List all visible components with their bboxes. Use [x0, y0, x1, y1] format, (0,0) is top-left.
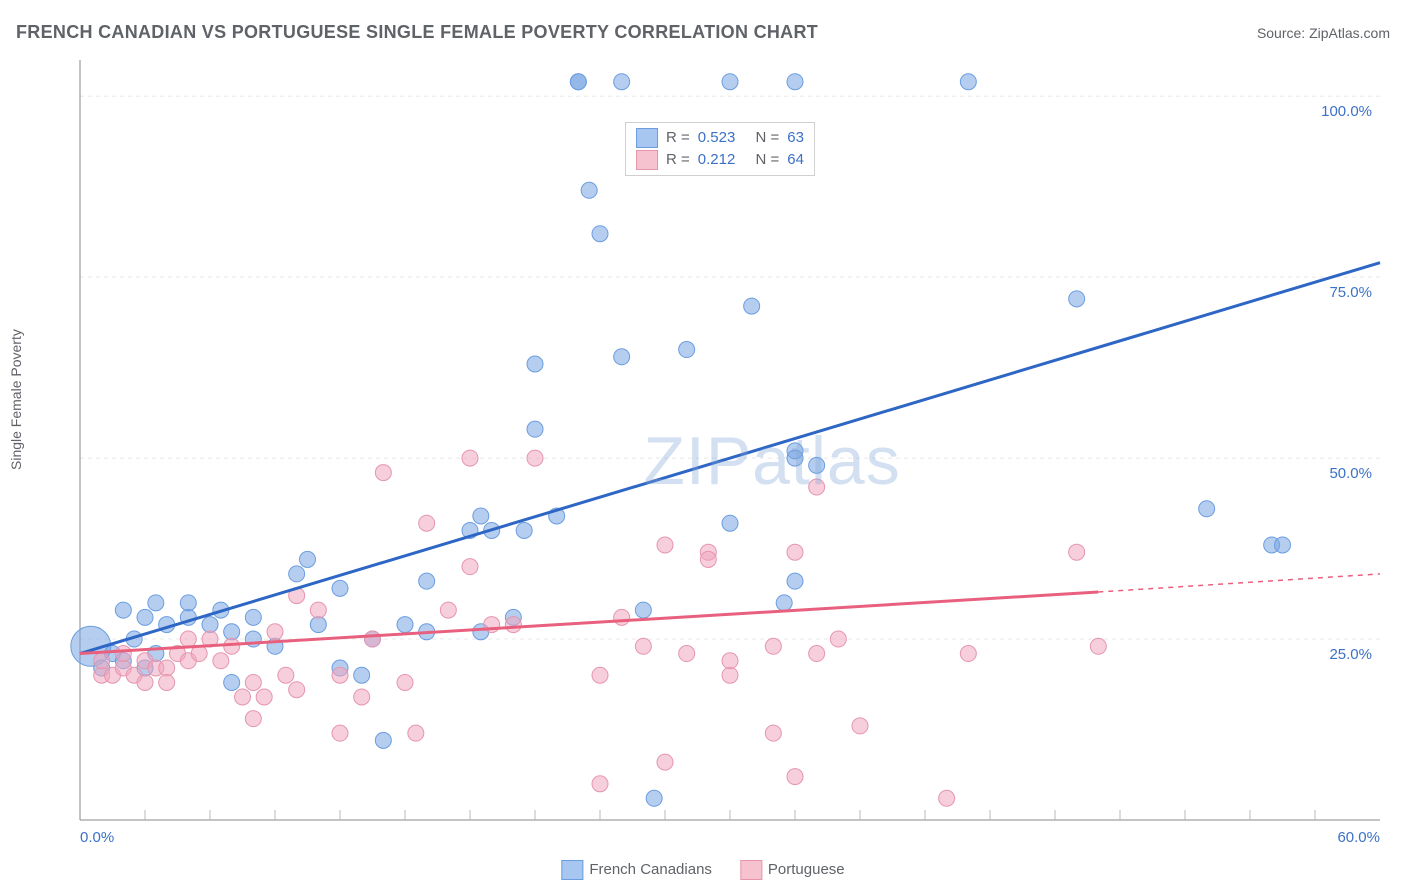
svg-text:100.0%: 100.0% [1321, 103, 1372, 120]
legend-row: R = 0.523 N = 63 [636, 127, 804, 149]
chart-svg: 25.0% 50.0% 75.0% 100.0% 0.0% 60.0% [50, 60, 1390, 850]
svg-text:0.0%: 0.0% [80, 829, 114, 846]
chart-header: FRENCH CANADIAN VS PORTUGUESE SINGLE FEM… [16, 22, 1390, 43]
correlation-legend: R = 0.523 N = 63 R = 0.212 N = 64 [625, 122, 815, 176]
svg-text:50.0%: 50.0% [1329, 465, 1372, 482]
svg-text:60.0%: 60.0% [1337, 829, 1380, 846]
legend-swatch [740, 860, 762, 880]
y-axis-label: Single Female Poverty [8, 329, 24, 470]
legend-item: Portuguese [740, 860, 845, 880]
series-legend: French Canadians Portuguese [561, 860, 844, 880]
legend-item: French Canadians [561, 860, 712, 880]
chart-title: FRENCH CANADIAN VS PORTUGUESE SINGLE FEM… [16, 22, 818, 43]
scatter-chart: 25.0% 50.0% 75.0% 100.0% 0.0% 60.0% R = 0.523… [50, 60, 1390, 850]
svg-text:75.0%: 75.0% [1329, 284, 1372, 301]
legend-swatch [561, 860, 583, 880]
legend-swatch [636, 150, 658, 170]
svg-text:25.0%: 25.0% [1329, 646, 1372, 663]
chart-source: Source: ZipAtlas.com [1257, 25, 1390, 41]
legend-swatch [636, 128, 658, 148]
legend-row: R = 0.212 N = 64 [636, 149, 804, 171]
